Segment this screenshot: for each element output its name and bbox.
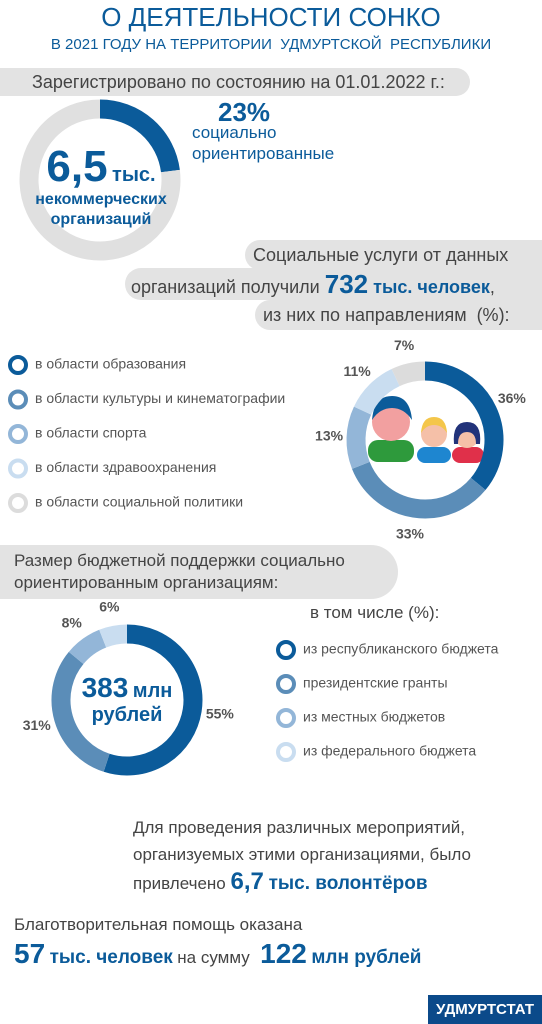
value-label: 11% xyxy=(343,363,371,379)
volunteers-text: Для проведения различных мероприятий, ор… xyxy=(133,814,523,897)
donut-segment xyxy=(424,361,504,491)
category-label: социально ориентированные xyxy=(192,123,335,163)
donut-segment xyxy=(99,624,128,648)
value-label: 31% xyxy=(23,717,52,733)
registered-count: 6,5 тыс. некоммерческих организаций xyxy=(30,142,172,230)
volunteers-count: 6,7 xyxy=(230,868,264,895)
charity-people-unit: тыс. человек xyxy=(49,947,173,968)
count-unit: тыс. xyxy=(112,164,156,186)
legend-label: в области спорта xyxy=(35,425,147,441)
amount-text: рублей xyxy=(91,704,163,726)
legend-marker xyxy=(8,493,28,513)
value-label: 13% xyxy=(315,428,344,444)
donut-segment xyxy=(346,406,372,469)
donut-segment xyxy=(391,361,426,387)
legend-label: президентские гранты xyxy=(303,675,448,691)
legend-marker xyxy=(8,389,28,410)
people-illustration xyxy=(368,396,484,463)
people-unit: тыс. человек xyxy=(373,277,490,297)
legend-label: в области образования xyxy=(35,356,186,372)
value-label: 6% xyxy=(99,598,120,614)
services-line: Социальные услуги от данных xyxy=(245,240,542,270)
donut-segment xyxy=(353,368,401,416)
legend-marker xyxy=(276,742,296,762)
people-count: 732 xyxy=(324,269,369,299)
value-label: 7% xyxy=(394,337,415,353)
legend-label: в области социальной политики xyxy=(35,494,243,510)
legend-label: из федерального бюджета xyxy=(303,743,476,759)
text: привлечено xyxy=(133,874,226,893)
legend-marker xyxy=(276,640,296,660)
count-text: некоммерческих организаций xyxy=(35,191,167,228)
legend-label: в области здравоохранения xyxy=(35,459,216,475)
text: Для проведения различных мероприятий, ор… xyxy=(133,818,471,864)
donut-segment xyxy=(99,99,180,173)
title: О ДЕЯТЕЛЬНОСТИ СОНКО xyxy=(101,2,441,32)
amount: 383 xyxy=(81,672,129,703)
source: УДМУРТСТАТ xyxy=(428,995,542,1024)
charity-people: 57 xyxy=(14,938,46,969)
volunteers-unit: тыс. волонтёров xyxy=(268,873,428,894)
text: , xyxy=(489,277,495,297)
legend-label: из местных бюджетов xyxy=(303,709,445,725)
legend-label: в области культуры и кинематографии xyxy=(35,390,285,406)
legend-marker xyxy=(8,458,28,479)
value-label: 36% xyxy=(498,390,527,406)
value-label: 8% xyxy=(62,615,83,631)
charity-amount: 122 xyxy=(260,938,307,969)
budget-amount: 383 млн рублей xyxy=(60,672,194,727)
registered-label: Зарегистрировано по состоянию на 01.01.2… xyxy=(0,68,470,96)
text: организаций получили xyxy=(131,277,320,297)
donut-segment xyxy=(103,624,203,776)
services-line: из них по направлениям (%): xyxy=(255,300,542,330)
charity-line: 57 тыс. человек на сумму 122 млн рублей xyxy=(14,938,421,970)
donut-segment xyxy=(19,99,181,261)
amount-unit: млн xyxy=(132,680,173,702)
donut-segment xyxy=(352,461,486,519)
legend-marker xyxy=(276,674,296,694)
value-label: 55% xyxy=(206,705,235,721)
budget-label: Размер бюджетной поддержки социально ори… xyxy=(0,545,398,599)
charity-amount-unit: млн рублей xyxy=(311,947,422,968)
donut-segment xyxy=(51,651,110,772)
services-line: организаций получили 732 тыс. человек, xyxy=(125,268,542,300)
charity-text: Благотворительная помощь оказана xyxy=(14,915,303,934)
donut-segment xyxy=(68,629,107,665)
legend-marker xyxy=(8,424,28,444)
count: 6,5 xyxy=(46,142,108,191)
subtitle: В 2021 ГОДУ НА ТЕРРИТОРИИ УДМУРТСКОЙ РЕС… xyxy=(50,36,492,53)
value-label: 33% xyxy=(396,526,425,542)
value-label: 23% xyxy=(218,97,271,127)
text: на сумму xyxy=(177,948,250,967)
legend-label: из республиканского бюджета xyxy=(303,641,499,657)
legend-title: в том числе (%): xyxy=(310,603,440,622)
legend-marker xyxy=(276,708,296,728)
legend-marker xyxy=(8,355,28,375)
